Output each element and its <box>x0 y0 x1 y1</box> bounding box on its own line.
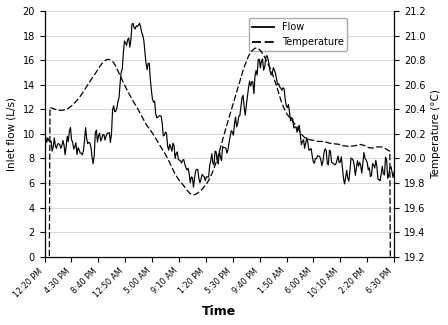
Y-axis label: Temperature (°C): Temperature (°C) <box>431 89 441 179</box>
X-axis label: Time: Time <box>202 305 237 318</box>
Legend: Flow, Temperature: Flow, Temperature <box>249 18 347 51</box>
Y-axis label: Inlet flow (L/s): Inlet flow (L/s) <box>7 97 17 171</box>
